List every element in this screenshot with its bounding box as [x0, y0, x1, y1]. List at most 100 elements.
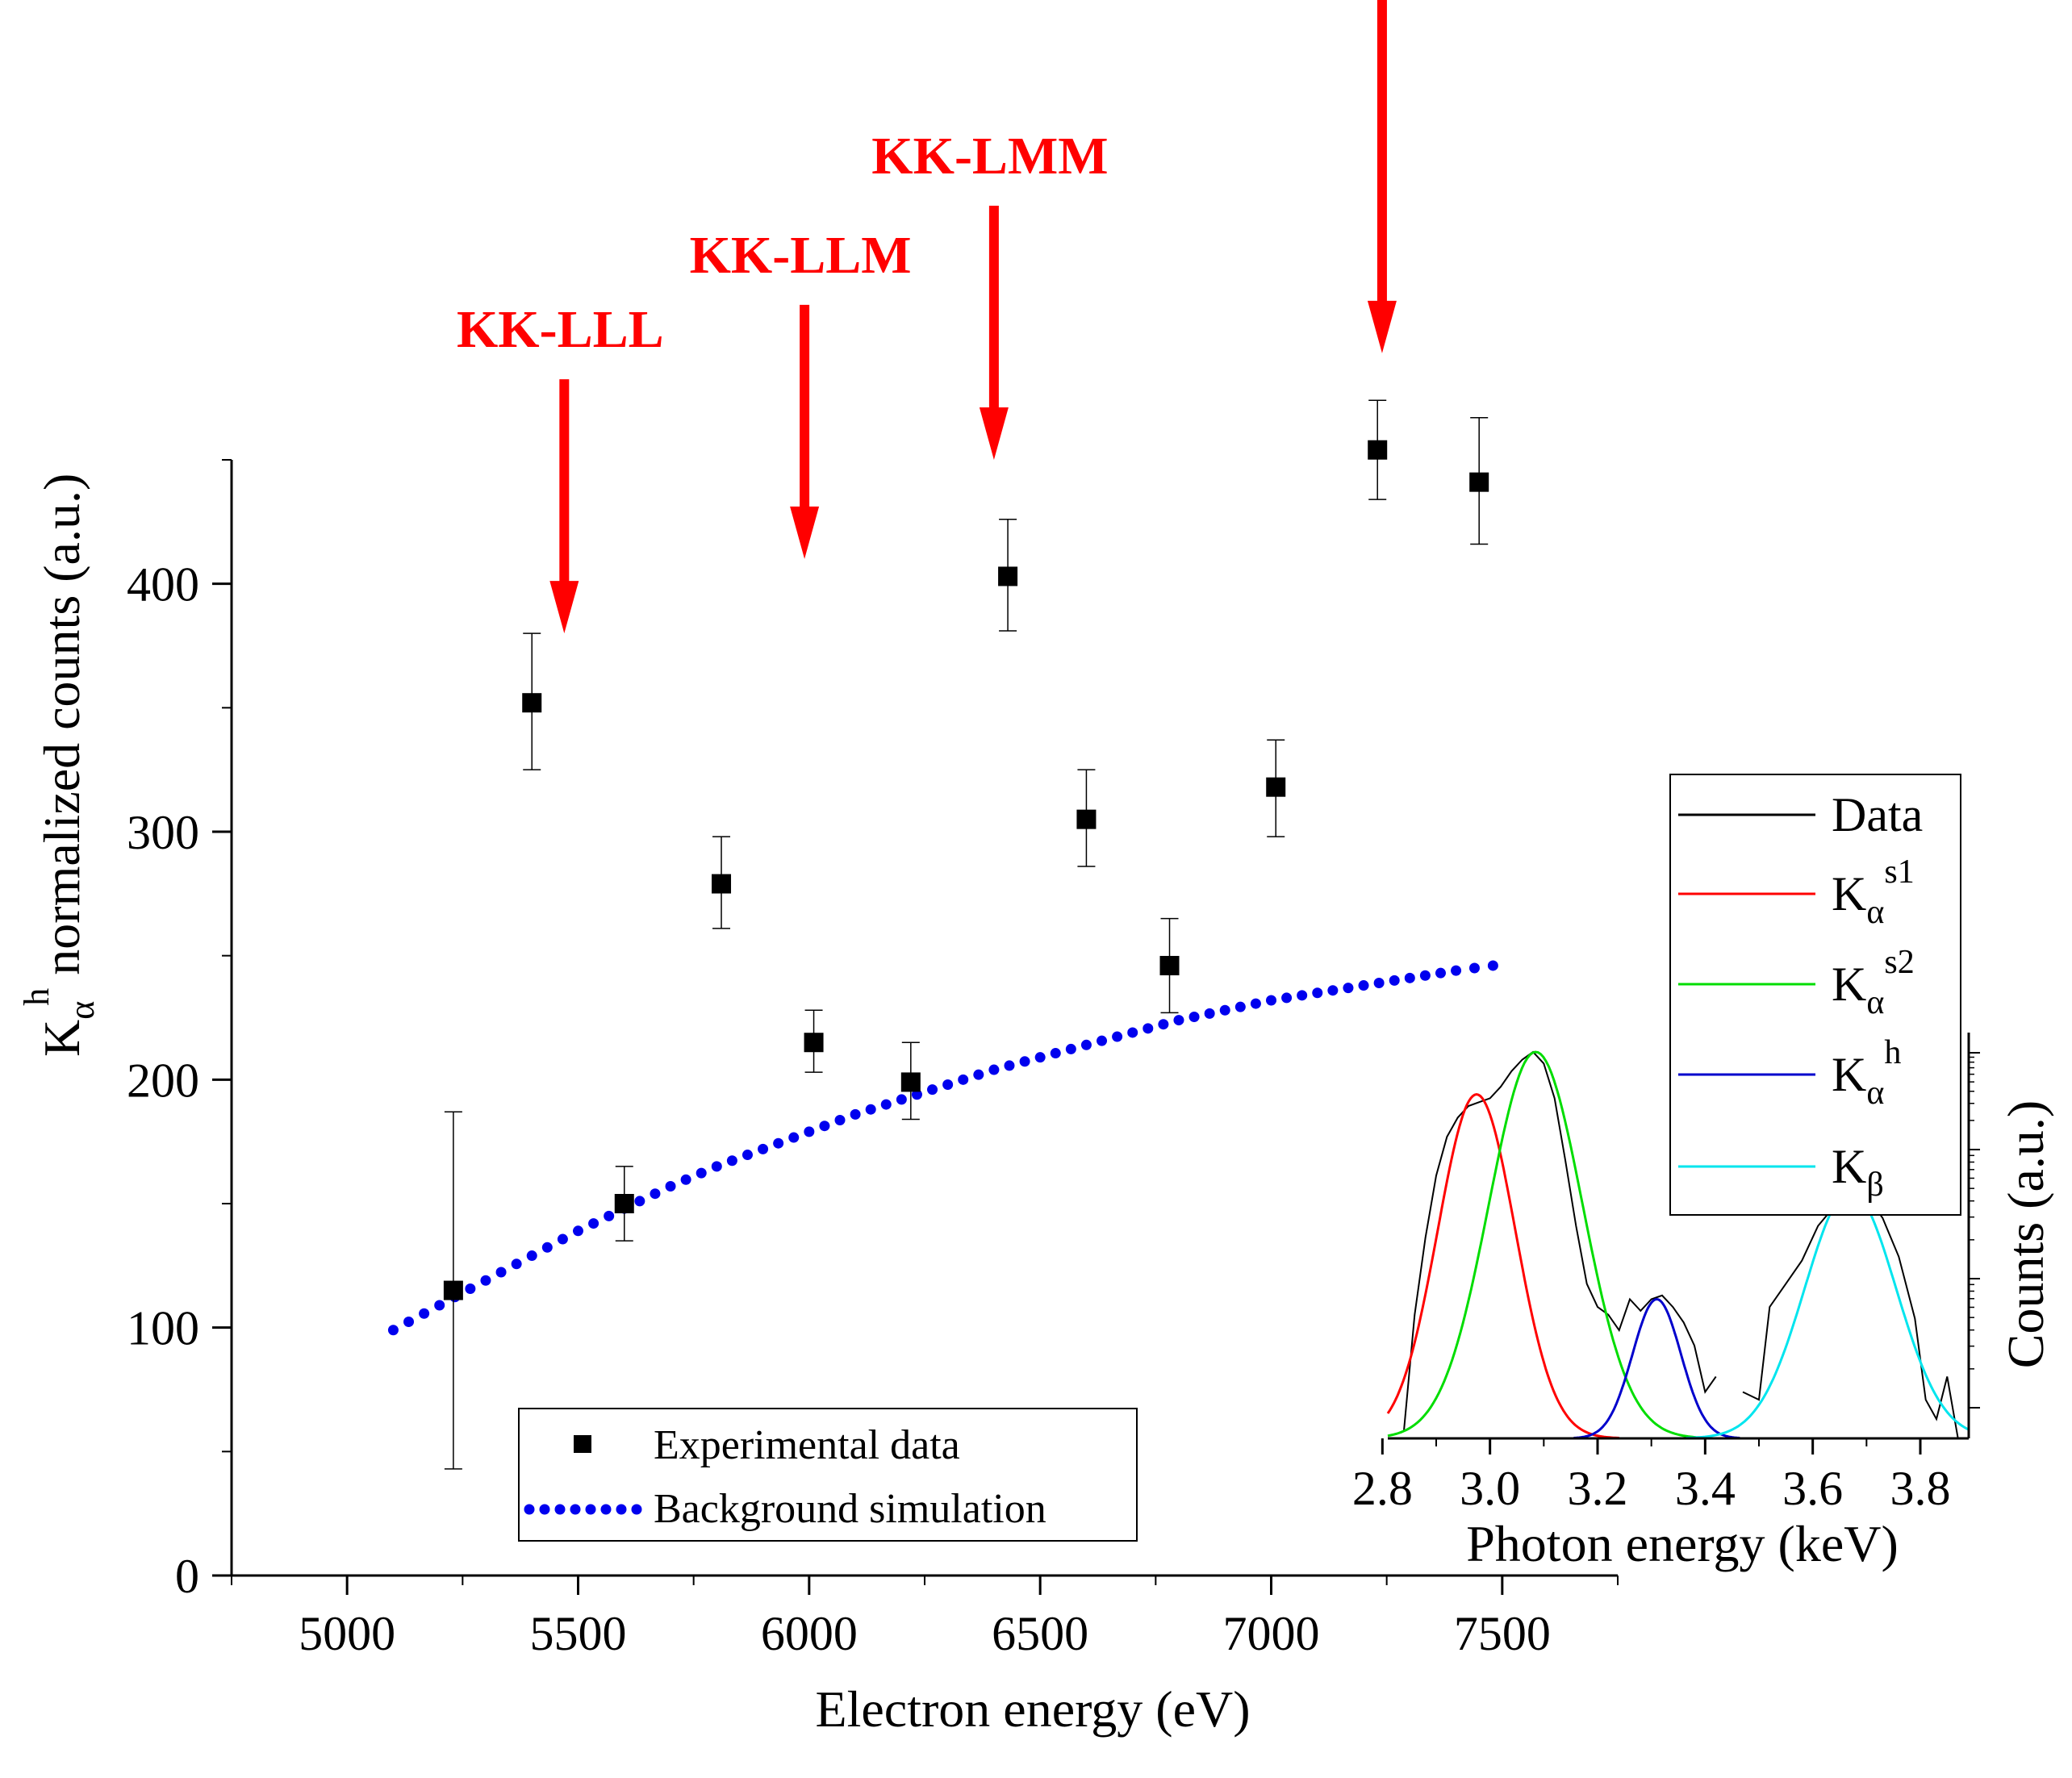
experimental-marker	[1266, 777, 1286, 797]
annotation-label: KK-LLM	[690, 226, 912, 285]
legend-ka-s1-label: Kαs1	[1832, 854, 1915, 931]
x-axis-label: Electron energy (eV)	[816, 1680, 1251, 1738]
background-simulation-dot	[1358, 980, 1369, 991]
experimental-point	[614, 1166, 634, 1242]
background-simulation-dot	[1404, 972, 1415, 983]
y-tick-label: 0	[175, 1550, 199, 1603]
main-legend: Experimental data Background simulation	[518, 1408, 1138, 1542]
background-simulation-dot	[1234, 1001, 1246, 1012]
inset-axes: 2.8 3.0 3.2 3.4 3.6 3.8	[1352, 1033, 1980, 1515]
background-simulation-dot	[1112, 1031, 1123, 1042]
experimental-point	[1159, 917, 1180, 1014]
experimental-marker	[614, 1194, 634, 1213]
experimental-marker	[443, 1280, 463, 1300]
background-simulation-dot	[1373, 977, 1385, 988]
background-simulation-dot	[650, 1188, 661, 1200]
experimental-marker	[998, 566, 1018, 586]
y-tick-label: 200	[127, 1054, 199, 1107]
experimental-point	[804, 1009, 824, 1073]
background-simulation-dot	[973, 1069, 984, 1080]
background-simulation-dot	[588, 1218, 599, 1229]
legend-background-dot	[554, 1504, 566, 1515]
x-tick-label: 6500	[992, 1607, 1088, 1660]
background-simulation-dot	[958, 1074, 969, 1085]
inset-x-tick-label: 3.4	[1675, 1462, 1736, 1515]
y-tick-label: 100	[127, 1302, 199, 1355]
background-simulation-dot	[480, 1275, 491, 1286]
legend-kb-label: Kβ	[1832, 1140, 1884, 1204]
experimental-marker	[522, 693, 542, 713]
annotation-label: KK-LMM	[871, 127, 1108, 186]
background-simulation-dot	[1188, 1011, 1200, 1022]
background-simulation-dot	[634, 1196, 645, 1207]
background-simulation-dot	[557, 1233, 568, 1245]
inset-series-line	[1386, 1093, 1619, 1439]
y-tick-label: 300	[127, 806, 199, 859]
background-simulation-dot	[511, 1258, 522, 1270]
background-simulation-dot	[850, 1108, 861, 1120]
background-simulation-dot	[1219, 1004, 1230, 1016]
legend-background-dot	[539, 1504, 550, 1515]
legend-ka-h-label: Kαh	[1832, 1034, 1901, 1112]
background-simulation-dot	[834, 1115, 846, 1126]
background-simulation-dot	[680, 1174, 691, 1185]
inset-legend: Data Kαs1 Kαs2 Kαh Kβ	[1669, 774, 1961, 1216]
x-tick-label: 5500	[530, 1607, 627, 1660]
inset-series-line	[1403, 1050, 1717, 1431]
background-simulation-dot	[1034, 1052, 1046, 1063]
legend-background-dot	[524, 1504, 535, 1515]
background-simulation-dot	[1312, 987, 1323, 999]
y-tick-label: 400	[127, 558, 199, 611]
background-simulation-dot	[711, 1161, 722, 1172]
legend-background-dot	[570, 1504, 581, 1515]
arrow-head	[1367, 300, 1397, 353]
experimental-point	[998, 519, 1018, 632]
x-tick-label: 7000	[1223, 1607, 1320, 1660]
y-label-base: K	[33, 1020, 90, 1057]
background-simulation-dot	[387, 1325, 399, 1336]
background-simulation-dot	[1004, 1060, 1015, 1071]
background-simulation-dot	[1419, 970, 1431, 981]
inset-x-tick-label: 3.6	[1782, 1462, 1843, 1515]
arrow-head	[979, 407, 1009, 460]
background-simulation-dot	[1173, 1015, 1184, 1026]
annotation-label: KK-LLL	[457, 300, 664, 359]
annotation-arrow: KK-LLL	[457, 300, 664, 634]
background-simulation-dot	[726, 1155, 737, 1167]
background-simulation-dot	[1080, 1039, 1092, 1050]
experimental-marker	[1076, 809, 1097, 829]
experimental-marker	[804, 1033, 824, 1053]
experimental-point	[443, 1111, 463, 1470]
background-simulation-dot	[865, 1104, 876, 1115]
y-label-sup: h	[17, 988, 56, 1006]
y-axis-label: Kαh normalized counts (a.u.)	[17, 474, 102, 1057]
background-simulation-series	[387, 960, 1498, 1336]
experimental-point	[900, 1041, 921, 1121]
background-simulation-dot	[573, 1225, 583, 1237]
background-simulation-dot	[804, 1126, 815, 1137]
y-label-rest: normalized counts (a.u.)	[33, 474, 90, 988]
background-simulation-dot	[1127, 1027, 1138, 1038]
experimental-point	[1469, 417, 1489, 545]
experimental-point	[1266, 739, 1286, 837]
legend-background-dot	[600, 1504, 612, 1515]
inset-x-tick-label: 3.2	[1568, 1462, 1628, 1515]
background-simulation-dot	[1281, 992, 1293, 1004]
background-simulation-dot	[788, 1132, 800, 1143]
inset-x-tick-label: 3.0	[1460, 1462, 1520, 1515]
background-simulation-dot	[1250, 998, 1261, 1009]
background-simulation-dot	[604, 1210, 615, 1221]
background-simulation-dot	[1435, 967, 1446, 979]
experimental-point	[712, 836, 732, 929]
inset-x-tick-label: 2.8	[1352, 1462, 1413, 1515]
background-simulation-dot	[773, 1137, 784, 1149]
experimental-marker	[1368, 440, 1388, 460]
experimental-point	[1076, 769, 1097, 867]
annotation-arrows: KK-LLL KK-LLM KK-LMM KK-MMN	[457, 0, 1397, 634]
x-tick-label: 6000	[761, 1607, 858, 1660]
background-simulation-dot	[1468, 962, 1480, 974]
background-simulation-dot	[758, 1143, 769, 1154]
background-simulation-dot	[495, 1267, 507, 1278]
experimental-point	[1368, 399, 1388, 500]
inset-legend-box	[1669, 774, 1961, 1216]
